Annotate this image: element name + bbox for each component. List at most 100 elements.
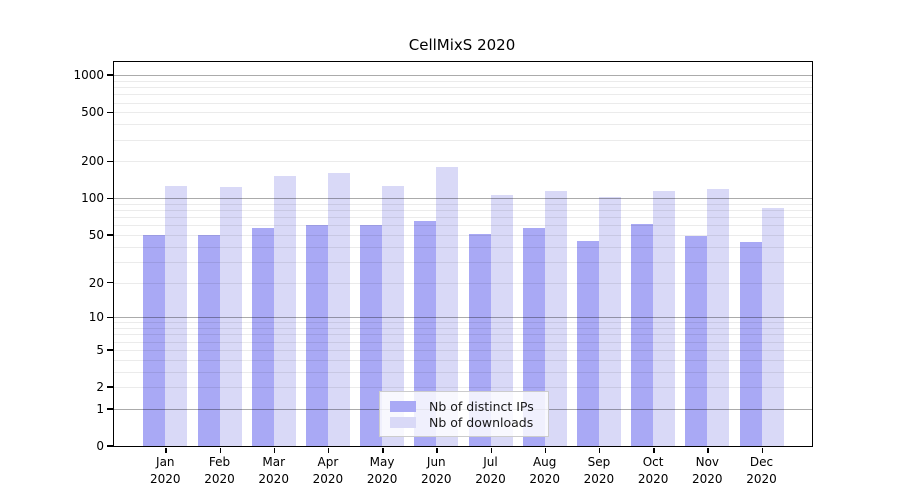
bar-downloads (544, 190, 567, 446)
y-axis-label: 0 (96, 439, 104, 453)
minor-gridline (114, 102, 812, 104)
bar-downloads (761, 207, 784, 446)
minor-gridline (114, 322, 812, 324)
minor-gridline (114, 282, 812, 284)
plot-area: Nb of distinct IPs Nb of downloads Jan 2… (73, 61, 813, 486)
x-axis-label: Nov 2020 (692, 455, 723, 487)
bar-distinct-ips (685, 236, 708, 446)
minor-gridline (114, 139, 812, 141)
y-axis-tick (107, 445, 114, 447)
x-axis-tick (544, 448, 547, 453)
x-axis-label: Feb 2020 (204, 455, 235, 487)
legend-item-downloads: Nb of downloads (390, 414, 538, 430)
y-axis-label: 5 (96, 342, 104, 357)
major-gridline (114, 198, 812, 200)
minor-gridline (114, 371, 812, 373)
x-axis-label: Jun 2020 (421, 455, 452, 487)
bar-distinct-ips (143, 235, 166, 446)
minor-gridline (114, 203, 812, 205)
y-axis-tick (107, 349, 114, 351)
y-axis-tick (107, 74, 114, 76)
y-axis-tick (107, 197, 114, 200)
bar-distinct-ips (360, 225, 383, 446)
minor-gridline (114, 328, 812, 330)
x-axis-tick (219, 448, 221, 453)
x-axis-label: Dec 2020 (746, 455, 777, 487)
y-axis-tick (107, 281, 114, 284)
y-axis-tick (107, 160, 114, 163)
x-axis-tick (761, 448, 763, 453)
minor-gridline (114, 217, 812, 219)
legend: Nb of distinct IPs Nb of downloads (379, 391, 549, 437)
y-axis-tick (107, 386, 114, 388)
bar-distinct-ips (631, 223, 654, 446)
x-axis-label: Oct 2020 (637, 455, 669, 487)
x-axis-label: Jan 2020 (150, 455, 181, 487)
y-axis-label: 1000 (73, 68, 104, 83)
major-gridline (114, 75, 812, 77)
y-axis-label: 50 (88, 227, 104, 242)
minor-gridline (114, 349, 812, 351)
legend-swatch-downloads (390, 416, 416, 428)
minor-gridline (114, 94, 812, 96)
x-axis-label: May 2020 (366, 455, 398, 487)
bar-distinct-ips (197, 235, 220, 446)
bar-distinct-ips (251, 228, 274, 446)
x-axis-tick (382, 448, 384, 453)
x-axis-label: Apr 2020 (312, 455, 344, 487)
minor-gridline (114, 261, 812, 263)
y-axis-tick (107, 316, 114, 319)
minor-gridline (114, 341, 812, 343)
x-axis-tick (165, 448, 167, 453)
bar-distinct-ips (305, 224, 328, 446)
bar-downloads (707, 188, 730, 446)
minor-gridline (114, 359, 812, 361)
minor-gridline (114, 387, 812, 389)
bar-downloads (273, 175, 296, 446)
minor-gridline (114, 161, 812, 163)
legend-label-distinct-ips: Nb of distinct IPs (429, 398, 534, 414)
bar-downloads (653, 191, 676, 446)
x-axis-label: Jul 2020 (475, 455, 506, 487)
y-axis-tick (107, 234, 114, 236)
bar-downloads (598, 196, 621, 446)
minor-gridline (114, 124, 812, 126)
y-axis-label: 2 (96, 380, 104, 395)
minor-gridline (114, 334, 812, 336)
x-axis-tick (436, 448, 438, 453)
bar-downloads (219, 187, 242, 446)
x-axis-label: Mar 2020 (258, 455, 289, 487)
bar-downloads (436, 166, 459, 446)
y-axis-label: 200 (81, 154, 104, 169)
bar-downloads (490, 195, 513, 446)
x-axis-tick (707, 448, 709, 453)
minor-gridline (114, 246, 812, 248)
x-axis-tick (327, 448, 330, 453)
y-axis-label: 20 (88, 275, 104, 290)
minor-gridline (114, 210, 812, 212)
minor-gridline (114, 234, 812, 236)
bar-distinct-ips (414, 221, 437, 446)
bar-distinct-ips (576, 240, 599, 446)
bar-downloads (327, 173, 350, 446)
bar-downloads (382, 186, 405, 446)
y-axis-label: 500 (81, 105, 104, 120)
y-axis-label: 100 (81, 191, 104, 206)
legend-swatch-distinct-ips (390, 400, 416, 412)
y-axis-label: 1 (96, 401, 104, 416)
bar-downloads (165, 186, 188, 446)
x-axis-label: Aug 2020 (529, 455, 560, 487)
x-axis-tick (273, 448, 276, 453)
major-gridline (114, 317, 812, 319)
bar-distinct-ips (739, 241, 762, 446)
y-axis-tick (107, 408, 114, 410)
legend-label-downloads: Nb of downloads (429, 414, 534, 430)
legend-item-distinct-ips: Nb of distinct IPs (390, 398, 538, 414)
chart-title: CellMixS 2020 (408, 36, 516, 54)
minor-gridline (114, 112, 812, 114)
x-axis-tick (490, 448, 492, 453)
minor-gridline (114, 87, 812, 89)
x-axis-label: Sep 2020 (583, 455, 615, 487)
y-axis-label: 10 (88, 310, 104, 325)
